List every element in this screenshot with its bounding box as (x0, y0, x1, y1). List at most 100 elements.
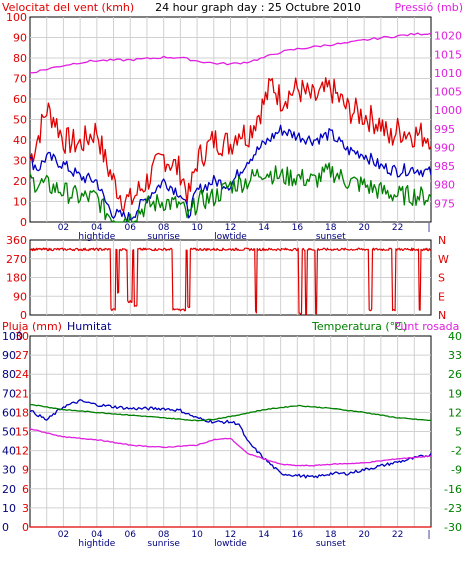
temperature-tick-26: 26 (448, 368, 462, 381)
wind-tick-0: 0 (20, 216, 27, 229)
dir-compass-2: S (438, 272, 445, 285)
pressure-tick-1010: 1010 (434, 67, 462, 80)
temp-hour-18: 18 (325, 530, 337, 540)
temp-hour-08: 08 (158, 530, 170, 540)
pressure-tick-975: 975 (434, 197, 455, 210)
wind-tick-50: 50 (13, 114, 27, 127)
graph-title: 24 hour graph day : 25 Octubre 2010 (155, 1, 361, 14)
temp-end-tick: | (427, 530, 430, 540)
wind-hour-04: 04 (91, 223, 103, 233)
wind-tick-10: 10 (13, 196, 27, 209)
wind-hour-12: 12 (225, 223, 236, 233)
wind-event-hightide: hightide (78, 232, 115, 242)
wind-hour-16: 16 (292, 223, 304, 233)
pressure-tick-1020: 1020 (434, 30, 462, 43)
temp-hour-22: 22 (392, 530, 403, 540)
wind-hour-08: 08 (158, 223, 170, 233)
temp-hour-14: 14 (258, 530, 270, 540)
temperature-tick-19: 19 (448, 387, 462, 400)
dir-tick-180: 180 (6, 272, 27, 285)
temperature-tick-12: 12 (448, 406, 462, 419)
wind-tick-80: 80 (13, 52, 27, 65)
temperature-tick-33: 33 (448, 349, 462, 362)
pressure-tick-1015: 1015 (434, 48, 462, 61)
dir-compass-4: N (438, 234, 446, 247)
pressure-tick-990: 990 (434, 141, 455, 154)
wind-event-sunrise: sunrise (147, 232, 180, 242)
temperature-tick--23: -23 (444, 502, 462, 515)
temp-event-sunset: sunset (316, 539, 346, 549)
temperature-axis-title: Temperatura (°C) (311, 320, 407, 333)
rain-tick-15: 15 (15, 426, 29, 439)
temp-hour-04: 04 (91, 530, 103, 540)
temperature-tick--2: -2 (451, 445, 462, 458)
wind-hour-06: 06 (125, 223, 137, 233)
humidity-tick-80: 80 (2, 368, 16, 381)
humidity-tick-30: 30 (2, 464, 16, 477)
humidity-tick-40: 40 (2, 445, 16, 458)
wind-tick-40: 40 (13, 134, 27, 147)
pressure-tick-1005: 1005 (434, 86, 462, 99)
wind-tick-20: 20 (13, 175, 27, 188)
rain-tick-0: 0 (22, 521, 29, 534)
temp-event-sunrise: sunrise (147, 539, 180, 549)
humidity-tick-70: 70 (2, 387, 16, 400)
temp-hour-16: 16 (292, 530, 304, 540)
rain-tick-12: 12 (15, 445, 29, 458)
pressure-tick-980: 980 (434, 179, 455, 192)
dir-compass-3: W (438, 253, 449, 266)
humidity-axis-title: Humitat (67, 320, 112, 333)
wind-hour-14: 14 (258, 223, 270, 233)
temp-series-humitat (29, 399, 432, 479)
humidity-tick-20: 20 (2, 483, 16, 496)
temp-hour-20: 20 (358, 530, 370, 540)
rain-tick-27: 27 (15, 349, 29, 362)
rain-tick-9: 9 (22, 464, 29, 477)
temperature-tick--9: -9 (451, 464, 462, 477)
wind-event-sunset: sunset (316, 232, 346, 242)
wind-end-tick: | (427, 223, 430, 233)
humidity-tick-60: 60 (2, 406, 16, 419)
wind-event-lowtide: lowtide (214, 232, 247, 242)
wind-hour-18: 18 (325, 223, 337, 233)
rain-tick-6: 6 (22, 483, 29, 496)
wind-series-average (29, 162, 432, 223)
pressure-tick-1000: 1000 (434, 104, 462, 117)
temperature-tick-40: 40 (448, 330, 462, 343)
wind-series-pressure (29, 32, 432, 74)
wind-series-gust (29, 77, 432, 212)
wind-hour-20: 20 (358, 223, 370, 233)
wind-hour-10: 10 (191, 223, 203, 233)
pressure-axis-title: Pressió (mb) (394, 1, 463, 14)
temperature-tick-5: 5 (455, 426, 462, 439)
pressure-tick-985: 985 (434, 160, 455, 173)
humidity-tick-90: 90 (2, 349, 16, 362)
humidity-tick-50: 50 (2, 426, 16, 439)
wind-hour-22: 22 (392, 223, 403, 233)
humidity-tick-100: 100 (2, 330, 23, 343)
temperature-tick--30: -30 (444, 521, 462, 534)
temp-event-lowtide: lowtide (214, 539, 247, 549)
dir-tick-360: 360 (6, 234, 27, 247)
rain-tick-30: 30 (15, 330, 29, 343)
wind-tick-90: 90 (13, 32, 27, 45)
temp-hour-02: 02 (58, 530, 69, 540)
wind-hour-02: 02 (58, 223, 69, 233)
humidity-tick-10: 10 (2, 502, 16, 515)
dir-tick-0: 0 (20, 309, 27, 322)
wind-series-wind (29, 124, 432, 223)
wind-tick-30: 30 (13, 155, 27, 168)
dir-tick-90: 90 (13, 290, 27, 303)
temperature-tick--16: -16 (444, 483, 462, 496)
temp-hour-06: 06 (125, 530, 137, 540)
dewpoint-axis-title: Punt rosada (394, 320, 459, 333)
rain-axis-title: Pluja (mm) (2, 320, 62, 333)
temp-series-punt-rosada (29, 428, 432, 467)
dir-tick-270: 270 (6, 253, 27, 266)
pressure-tick-995: 995 (434, 123, 455, 136)
dir-compass-0: N (438, 309, 446, 322)
rain-tick-18: 18 (15, 406, 29, 419)
temp-hour-10: 10 (191, 530, 203, 540)
